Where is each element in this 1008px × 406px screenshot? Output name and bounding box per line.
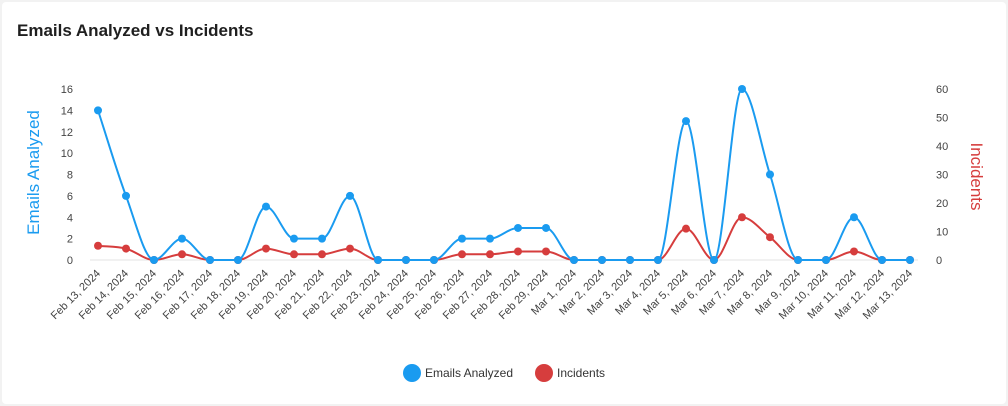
data-point-emails-analyzed: [150, 256, 158, 264]
data-point-incidents: [290, 250, 298, 259]
data-point-emails-analyzed: [738, 85, 746, 93]
data-point-emails-analyzed: [178, 234, 186, 243]
data-point-emails-analyzed: [542, 223, 550, 232]
data-point-emails-analyzed: [374, 256, 382, 264]
y-left-tick-label: 2: [67, 234, 73, 246]
data-point-emails-analyzed: [514, 223, 522, 232]
data-point-emails-analyzed: [346, 191, 354, 200]
data-point-emails-analyzed: [262, 202, 270, 211]
data-point-emails-analyzed: [682, 117, 690, 126]
legend-item-emails-analyzed[interactable]: Emails Analyzed: [402, 364, 513, 382]
data-point-emails-analyzed: [906, 256, 914, 264]
data-point-emails-analyzed: [206, 256, 214, 264]
data-point-emails-analyzed: [598, 256, 606, 264]
data-point-incidents: [458, 250, 466, 259]
y-right-tick-label: 10: [936, 227, 948, 239]
y-right-tick-label: 40: [936, 141, 948, 153]
legend-item-incidents[interactable]: Incidents: [535, 364, 605, 382]
data-point-emails-analyzed: [94, 106, 102, 115]
data-point-incidents: [682, 224, 690, 233]
data-point-incidents: [262, 244, 270, 253]
data-point-emails-analyzed: [626, 256, 634, 264]
y-left-axis-title: Emails Analyzed: [24, 110, 43, 235]
data-point-emails-analyzed: [654, 256, 662, 264]
y-right-tick-label: 60: [936, 84, 948, 96]
y-right-tick-label: 30: [936, 170, 948, 182]
data-point-emails-analyzed: [794, 256, 802, 264]
data-point-emails-analyzed: [290, 234, 298, 243]
data-point-incidents: [178, 250, 186, 259]
data-point-emails-analyzed: [234, 256, 242, 264]
y-left-tick-label: 8: [67, 170, 73, 182]
data-point-incidents: [122, 244, 130, 253]
data-point-emails-analyzed: [822, 256, 830, 264]
legend-label-incidents: Incidents: [557, 366, 606, 380]
data-point-incidents: [486, 250, 494, 259]
y-left-tick-label: 6: [67, 191, 73, 203]
x-tick-label: Mar 13, 2024: [861, 268, 915, 322]
data-point-incidents: [514, 247, 522, 256]
y-right-axis-title: Incidents: [967, 142, 986, 210]
data-point-emails-analyzed: [766, 170, 774, 179]
y-left-tick-label: 10: [61, 148, 73, 160]
data-point-incidents: [346, 244, 354, 253]
y-right-tick-label: 50: [936, 113, 948, 125]
data-point-emails-analyzed: [570, 256, 578, 264]
data-point-incidents: [542, 247, 550, 256]
data-point-emails-analyzed: [318, 234, 326, 243]
y-left-tick-label: 12: [61, 127, 73, 139]
y-left-tick-label: 16: [61, 84, 73, 96]
data-point-incidents: [94, 241, 102, 250]
data-point-incidents: [850, 247, 858, 256]
y-right-tick-label: 20: [936, 198, 948, 210]
data-point-emails-analyzed: [486, 234, 494, 243]
legend-label-emails-analyzed: Emails Analyzed: [424, 366, 513, 380]
chart-title: Emails Analyzed vs Incidents: [17, 21, 254, 40]
data-point-emails-analyzed: [710, 256, 718, 264]
legend-marker-incidents: [535, 364, 553, 382]
series-line-emails-analyzed: [97, 87, 910, 262]
y-right-tick-label: 0: [936, 255, 942, 267]
data-point-incidents: [766, 233, 774, 242]
series-line-incidents: [97, 216, 910, 262]
data-point-emails-analyzed: [402, 256, 410, 264]
y-left-tick-label: 0: [67, 255, 73, 267]
data-point-incidents: [318, 250, 326, 259]
y-left-tick-label: 4: [67, 212, 73, 224]
chart-legend: Emails Analyzed Incidents: [0, 364, 1008, 382]
data-point-emails-analyzed: [878, 256, 886, 264]
data-point-emails-analyzed: [850, 213, 858, 222]
data-point-emails-analyzed: [458, 234, 466, 243]
data-point-emails-analyzed: [122, 191, 130, 200]
data-point-incidents: [738, 213, 746, 222]
legend-marker-emails-analyzed: [402, 364, 421, 382]
data-point-emails-analyzed: [430, 256, 438, 264]
y-left-tick-label: 14: [61, 105, 73, 117]
